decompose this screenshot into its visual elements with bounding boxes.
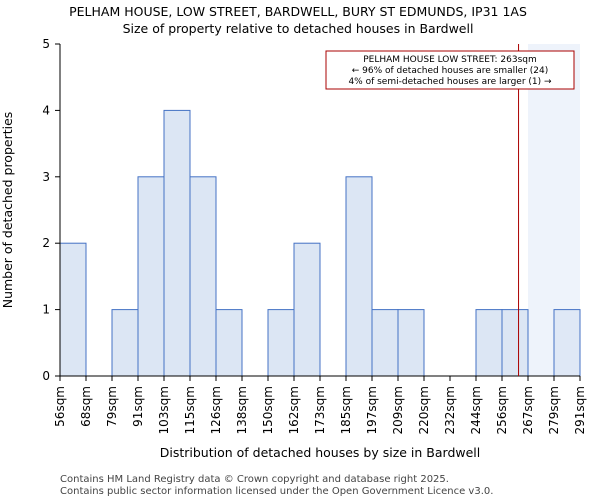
y-tick-label: 4 — [42, 103, 50, 117]
x-tick-label: 291sqm — [573, 386, 587, 434]
x-tick-label: 79sqm — [105, 386, 119, 427]
x-tick-label: 150sqm — [261, 386, 275, 434]
x-tick-label: 232sqm — [443, 386, 457, 434]
y-tick-label: 2 — [42, 236, 50, 250]
x-tick-label: 256sqm — [495, 386, 509, 434]
histogram-bar — [215, 309, 243, 377]
histogram-bar — [163, 109, 191, 377]
histogram-bar — [59, 242, 87, 377]
x-tick-label: 209sqm — [391, 386, 405, 434]
x-tick-label: 126sqm — [209, 386, 223, 434]
y-axis-label: Number of detached properties — [0, 112, 15, 309]
x-tick-label: 220sqm — [417, 386, 431, 434]
x-tick-label: 103sqm — [157, 386, 171, 434]
histogram-bar — [371, 309, 399, 377]
y-tick-label: 0 — [42, 369, 50, 383]
histogram-bar — [189, 176, 217, 377]
x-tick-label: 185sqm — [339, 386, 353, 434]
x-tick-label: 56sqm — [53, 386, 67, 427]
histogram-bar — [397, 309, 425, 377]
footer-line-2: Contains public sector information licen… — [60, 486, 493, 497]
x-tick-label: 68sqm — [79, 386, 93, 427]
x-tick-label: 138sqm — [235, 386, 249, 434]
histogram-bar — [293, 242, 321, 377]
histogram-bar — [475, 309, 503, 377]
histogram-bar — [501, 309, 529, 377]
histogram-bar — [345, 176, 373, 377]
annotation-line-2: ← 96% of detached houses are smaller (24… — [352, 66, 549, 76]
x-tick-label: 173sqm — [313, 386, 327, 434]
y-tick-label: 3 — [42, 170, 50, 184]
x-tick-label: 279sqm — [547, 386, 561, 434]
annotation-box — [325, 50, 575, 90]
annotation-line-3: 4% of semi-detached houses are larger (1… — [348, 77, 552, 87]
annotation-line-1: PELHAM HOUSE LOW STREET: 263sqm — [363, 55, 537, 65]
chart-title: PELHAM HOUSE, LOW STREET, BARDWELL, BURY… — [69, 4, 527, 19]
y-tick-label: 5 — [42, 37, 50, 51]
y-tick-label: 1 — [42, 303, 50, 317]
x-tick-label: 91sqm — [131, 386, 145, 427]
footer-line-1: Contains HM Land Registry data © Crown c… — [60, 474, 449, 485]
x-tick-label: 244sqm — [469, 386, 483, 434]
x-tick-label: 162sqm — [287, 386, 301, 434]
histogram-bar — [553, 309, 581, 377]
x-tick-label: 197sqm — [365, 386, 379, 434]
histogram-bar — [137, 176, 165, 377]
plot-area: 0 1 2 3 4 5 56sqm 68sqm 79sqm 91sqm 103sqm 115sqm 12… — [42, 37, 587, 434]
chart-subtitle: Size of property relative to detached ho… — [123, 21, 474, 36]
x-axis-label: Distribution of detached houses by size … — [160, 445, 481, 460]
histogram-bar — [111, 309, 139, 377]
histogram-bar — [267, 309, 295, 377]
x-tick-label: 115sqm — [183, 386, 197, 434]
x-tick-label: 267sqm — [521, 386, 535, 434]
